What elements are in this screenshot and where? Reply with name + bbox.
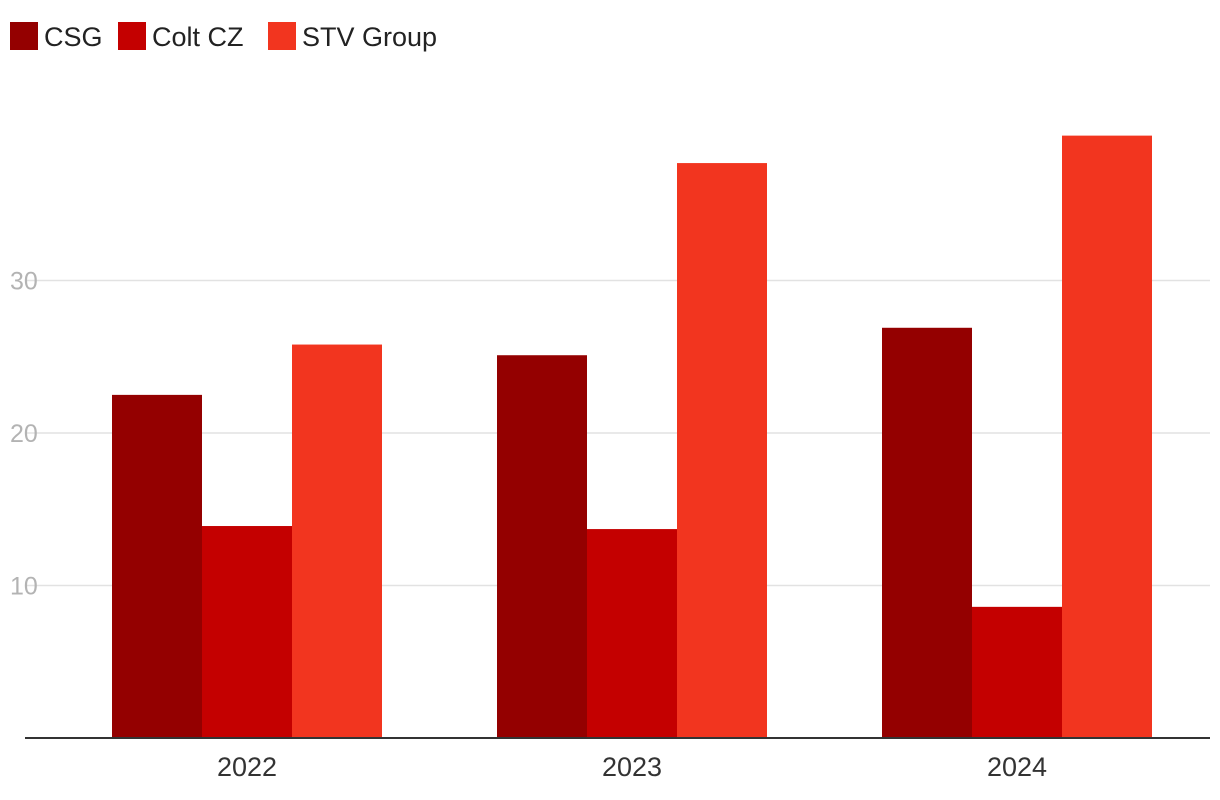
x-axis-ticks: 2022 2023 2024 xyxy=(217,752,1047,782)
legend-label-csg: CSG xyxy=(44,22,103,52)
x-tick-label-2024: 2024 xyxy=(987,752,1047,782)
y-axis-ticks: 10 20 30 xyxy=(10,268,38,601)
legend-swatch-csg xyxy=(10,22,38,50)
legend-label-colt-cz: Colt CZ xyxy=(152,22,244,52)
bars xyxy=(112,135,1152,738)
bar-colt-cz-2024 xyxy=(972,606,1062,738)
bar-csg-2023 xyxy=(497,355,587,738)
legend-swatch-stv-group xyxy=(268,22,296,50)
bar-csg-2024 xyxy=(882,327,972,738)
bar-stv-group-2024 xyxy=(1062,135,1152,738)
legend: CSG Colt CZ STV Group xyxy=(10,22,437,52)
bar-csg-2022 xyxy=(112,394,202,738)
legend-swatch-colt-cz xyxy=(118,22,146,50)
bar-colt-cz-2023 xyxy=(587,529,677,738)
y-tick-label-20: 20 xyxy=(10,420,38,448)
bar-colt-cz-2022 xyxy=(202,526,292,738)
legend-label-stv-group: STV Group xyxy=(302,22,437,52)
x-tick-label-2023: 2023 xyxy=(602,752,662,782)
y-tick-label-10: 10 xyxy=(10,573,38,601)
x-tick-label-2022: 2022 xyxy=(217,752,277,782)
y-tick-label-30: 30 xyxy=(10,268,38,296)
bar-stv-group-2022 xyxy=(292,344,382,738)
bar-stv-group-2023 xyxy=(677,163,767,738)
